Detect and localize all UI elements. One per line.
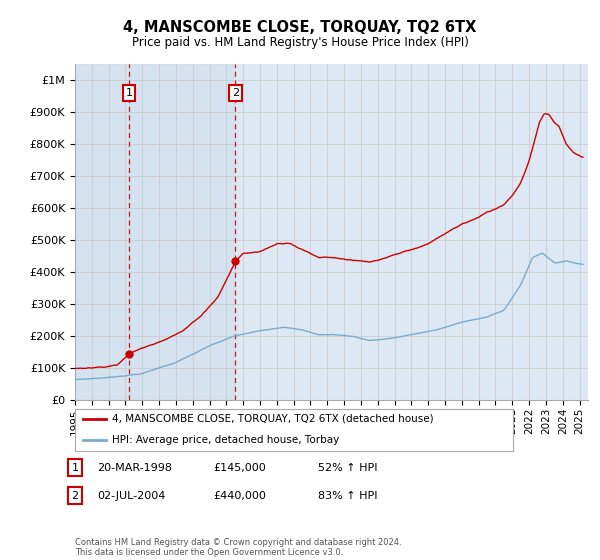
Bar <box>129 64 235 400</box>
Text: 20-MAR-1998: 20-MAR-1998 <box>97 463 172 473</box>
Text: 52% ↑ HPI: 52% ↑ HPI <box>318 463 377 473</box>
Text: 2: 2 <box>71 491 79 501</box>
Bar <box>75 64 129 400</box>
Text: Price paid vs. HM Land Registry's House Price Index (HPI): Price paid vs. HM Land Registry's House … <box>131 36 469 49</box>
Text: 4, MANSCOMBE CLOSE, TORQUAY, TQ2 6TX: 4, MANSCOMBE CLOSE, TORQUAY, TQ2 6TX <box>124 20 476 35</box>
Text: 02-JUL-2004: 02-JUL-2004 <box>97 491 166 501</box>
Text: 2: 2 <box>232 88 239 98</box>
Text: £145,000: £145,000 <box>213 463 266 473</box>
Text: 4, MANSCOMBE CLOSE, TORQUAY, TQ2 6TX (detached house): 4, MANSCOMBE CLOSE, TORQUAY, TQ2 6TX (de… <box>112 414 434 424</box>
Text: £440,000: £440,000 <box>213 491 266 501</box>
Text: Contains HM Land Registry data © Crown copyright and database right 2024.
This d: Contains HM Land Registry data © Crown c… <box>75 538 401 557</box>
Text: 83% ↑ HPI: 83% ↑ HPI <box>318 491 377 501</box>
Text: 1: 1 <box>71 463 79 473</box>
Text: 1: 1 <box>125 88 133 98</box>
Text: HPI: Average price, detached house, Torbay: HPI: Average price, detached house, Torb… <box>112 435 340 445</box>
